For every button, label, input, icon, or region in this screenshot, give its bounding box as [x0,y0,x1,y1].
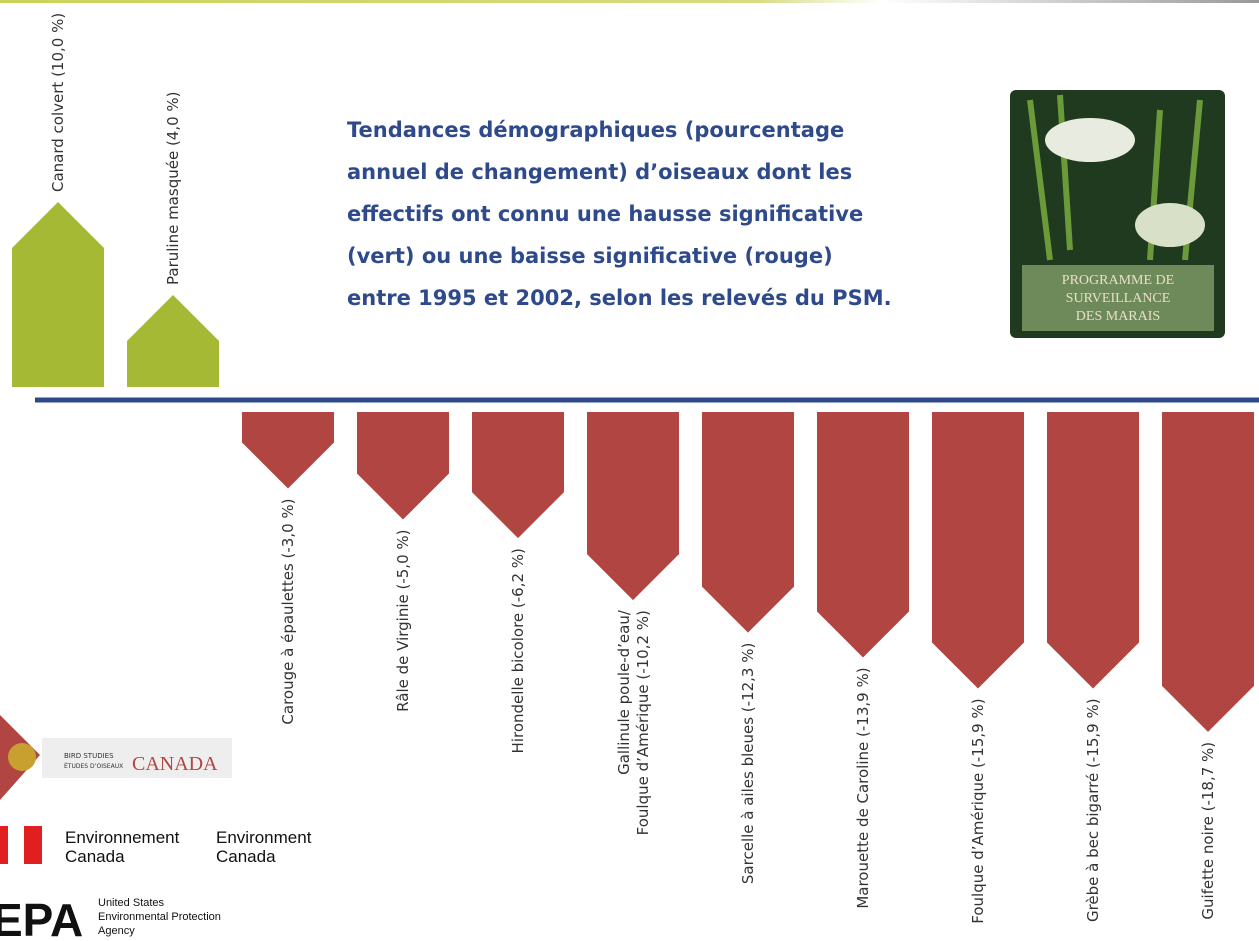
title-line: annuel de changement) d’oiseaux dont les [347,160,852,184]
bar [1162,412,1254,732]
bar-label: Grèbe à bec bigarré (-15,9 %) [1084,698,1102,922]
logo-text: Canada [216,847,276,866]
bar [12,202,104,387]
bar-label: Gallinule poule-d’eau/Foulque d’Amérique… [615,609,652,835]
bar-label: Râle de Virginie (-5,0 %) [394,530,412,712]
bar-label: Canard colvert (10,0 %) [49,13,67,192]
logo-text: EPA [0,894,83,941]
logo-text: Environmental Protection [98,911,221,923]
logo-text: ÉTUDES D’OISEAUX [64,762,123,770]
bar [242,412,334,489]
bar-label: Carouge à épaulettes (-3,0 %) [279,499,297,725]
marsh-logo: PROGRAMME DE SURVEILLANCE DES MARAIS [1010,90,1225,338]
bar [1047,412,1139,688]
bar [472,412,564,538]
bar-label: Marouette de Caroline (-13,9 %) [854,667,872,908]
ec-logo: Environnement Canada Environment Canada [0,826,312,866]
title-line: (vert) ou une baisse significative (roug… [347,244,833,268]
bsc-logo: BIRD STUDIES ÉTUDES D’OISEAUX CANADA [0,715,232,800]
bar [932,412,1024,688]
logo-text: Environnement [65,828,180,847]
logo-text: SURVEILLANCE [1066,291,1171,306]
bar-label: Paruline masquée (4,0 %) [164,91,182,285]
title-line: Tendances démographiques (pourcentage [347,118,844,142]
bar [817,412,909,657]
bar-label: Sarcelle à ailes bleues (-12,3 %) [739,643,757,884]
bar [587,412,679,600]
title: Tendances démographiques (pourcentage ann… [347,118,892,310]
bar [357,412,449,520]
top-border [0,0,1259,3]
bar-label: Guifette noire (-18,7 %) [1199,742,1217,920]
bar [702,412,794,633]
logo-text: DES MARAIS [1076,309,1160,324]
logo-text: Agency [98,925,135,937]
title-line: effectifs ont connu une hausse significa… [347,202,863,226]
title-line: entre 1995 et 2002, selon les relevés du… [347,286,892,310]
bar [127,295,219,387]
logo-text: PROGRAMME DE [1062,273,1174,288]
bar-label: Hirondelle bicolore (-6,2 %) [509,548,527,753]
logo-text: Canada [65,847,125,866]
logo-text: United States [98,897,165,909]
logo-text: Environment [216,828,312,847]
epa-logo: EPA United States Environmental Protecti… [0,894,221,941]
logo-text: CANADA [132,753,218,775]
chart: Tendances démographiques (pourcentage ann… [0,0,1259,941]
logo-text: BIRD STUDIES [64,752,114,760]
bar-label: Foulque d’Amérique (-15,9 %) [969,698,987,923]
